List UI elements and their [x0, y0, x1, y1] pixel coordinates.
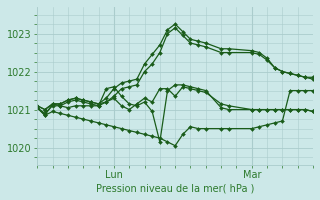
X-axis label: Pression niveau de la mer( hPa ): Pression niveau de la mer( hPa )	[96, 183, 254, 193]
